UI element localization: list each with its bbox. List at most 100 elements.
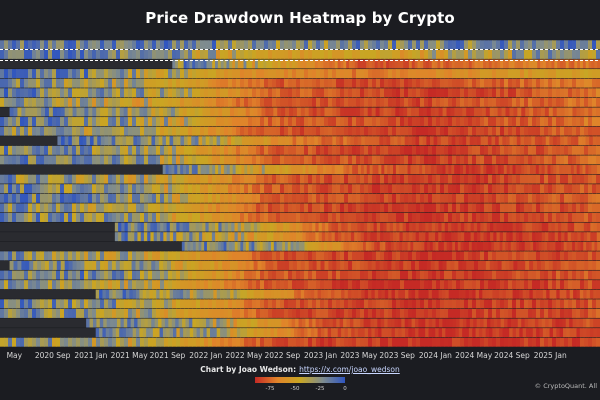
heatmap-cell	[288, 318, 293, 328]
heatmap-cell	[20, 251, 25, 261]
heatmap-cell	[420, 337, 425, 347]
heatmap-cell	[360, 184, 365, 194]
heatmap-cell	[168, 184, 173, 194]
heatmap-cell	[524, 318, 529, 328]
heatmap-cell	[292, 97, 297, 107]
heatmap-cell	[403, 59, 407, 69]
heatmap-cell	[236, 299, 241, 309]
heatmap-cell	[488, 251, 493, 261]
heatmap-cell	[165, 165, 170, 175]
heatmap-cell	[136, 289, 140, 299]
heatmap-cell	[212, 136, 218, 146]
heatmap-cell	[412, 126, 417, 136]
heatmap-cell	[92, 318, 98, 328]
heatmap-cell	[440, 117, 445, 127]
heatmap-cell	[316, 117, 321, 127]
heatmap-cell	[300, 270, 305, 280]
heatmap-cell	[340, 117, 345, 127]
heatmap-cell	[180, 155, 185, 165]
heatmap-cell	[235, 165, 240, 175]
heatmap-cell	[388, 328, 393, 338]
heatmap-cell	[480, 232, 485, 242]
heatmap-cell	[552, 193, 557, 203]
heatmap-cell	[528, 97, 533, 107]
heatmap-cell	[64, 117, 69, 127]
heatmap-cell	[204, 88, 209, 98]
heatmap-cell	[240, 318, 245, 328]
heatmap-cell	[108, 78, 113, 88]
heatmap-cell	[536, 308, 541, 318]
heatmap-cell	[308, 88, 313, 98]
heatmap-cell	[131, 260, 137, 270]
heatmap-cell	[572, 203, 577, 213]
heatmap-cell	[544, 165, 549, 175]
heatmap-cell	[186, 165, 190, 175]
heatmap-cell	[440, 184, 445, 194]
heatmap-cell	[363, 318, 368, 328]
heatmap-cell	[206, 241, 211, 251]
heatmap-cell	[424, 299, 429, 309]
heatmap-cell	[516, 337, 521, 347]
heatmap-cell	[549, 241, 554, 251]
heatmap-cell	[248, 203, 253, 213]
heatmap-cell	[120, 78, 125, 88]
heatmap-cell	[236, 145, 241, 155]
heatmap-cell	[324, 337, 329, 347]
heatmap-cell	[200, 145, 205, 155]
no-data-bar	[0, 107, 10, 117]
heatmap-cell	[468, 203, 473, 213]
heatmap-cell	[568, 174, 573, 184]
heatmap-cell	[356, 69, 361, 79]
heatmap-cell	[92, 212, 97, 222]
heatmap-cell	[84, 212, 89, 222]
heatmap-cell	[512, 97, 517, 107]
heatmap-cell	[196, 97, 201, 107]
heatmap-cell	[524, 174, 529, 184]
heatmap-cell	[456, 117, 461, 127]
heatmap-cell	[135, 260, 141, 270]
heatmap-cell	[16, 270, 21, 280]
heatmap-cell	[580, 212, 585, 222]
heatmap-cell	[148, 337, 153, 347]
heatmap-cell	[432, 203, 437, 213]
heatmap-row	[0, 126, 600, 136]
heatmap-cell	[395, 165, 400, 175]
heatmap-cell	[560, 270, 565, 280]
heatmap-cell	[452, 328, 457, 338]
heatmap-cell	[92, 280, 97, 290]
heatmap-cell	[560, 69, 565, 79]
heatmap-cell	[234, 232, 239, 242]
heatmap-cell	[516, 126, 521, 136]
heatmap-cell	[368, 49, 373, 59]
heatmap-cell	[296, 49, 301, 59]
heatmap-cell	[197, 59, 202, 69]
heatmap-cell	[513, 260, 518, 270]
heatmap-cell	[552, 136, 558, 146]
heatmap-cell	[100, 260, 105, 270]
heatmap-cell	[588, 117, 593, 127]
heatmap-cell	[312, 97, 317, 107]
heatmap-cell	[460, 126, 465, 136]
heatmap-cell	[404, 78, 409, 88]
heatmap-cell	[268, 212, 273, 222]
heatmap-cell	[272, 59, 276, 69]
heatmap-cell	[347, 289, 352, 299]
heatmap-cell	[252, 184, 257, 194]
heatmap-cell	[384, 289, 389, 299]
heatmap-cell	[172, 69, 177, 79]
heatmap-cell	[370, 318, 375, 328]
heatmap-cell	[200, 155, 205, 165]
heatmap-cell	[448, 328, 453, 338]
heatmap-row	[0, 241, 600, 251]
heatmap-cell	[360, 155, 365, 165]
credit-link[interactable]: https://x.com/joao_wedson	[299, 365, 400, 374]
heatmap-cell	[244, 165, 248, 175]
heatmap-cell	[380, 59, 384, 69]
heatmap-cell	[592, 88, 597, 98]
heatmap-cell	[284, 174, 289, 184]
heatmap-cell	[308, 193, 313, 203]
heatmap-cell	[228, 69, 233, 79]
heatmap-cell	[276, 251, 281, 261]
heatmap-cell	[24, 270, 29, 280]
heatmap-cell	[212, 69, 217, 79]
